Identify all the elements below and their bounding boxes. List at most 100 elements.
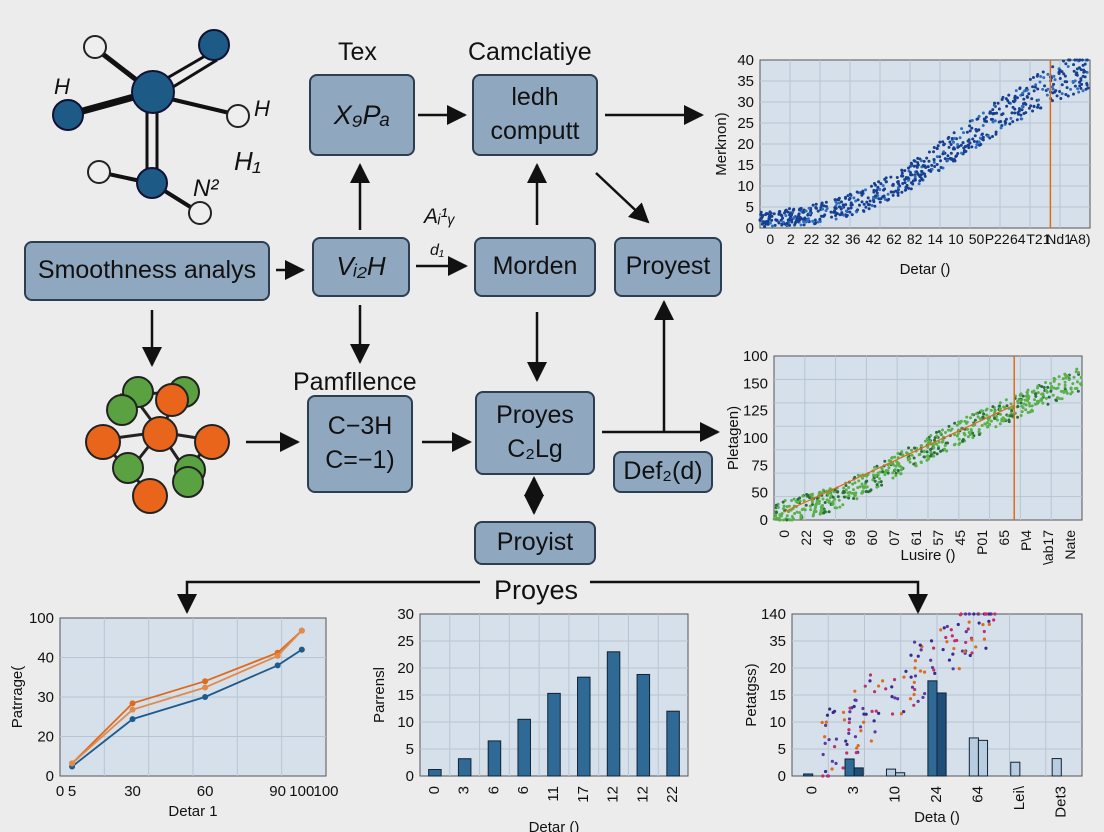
scatter-point [916,173,920,177]
scatter-point [971,436,975,440]
scatter-point [915,170,919,174]
scatter-point [847,731,851,735]
scatter-point [965,415,969,419]
scatter-point [768,221,772,225]
scatter-point [987,619,991,623]
scatter-point [953,639,957,643]
scatter-point [785,518,789,522]
scatter-point [918,669,923,673]
scatter-point [1073,84,1077,88]
scatter-point [973,134,977,138]
scatter-point [821,207,825,211]
scatter-point [920,449,924,453]
scatter-point [1005,104,1009,108]
scatter-point [856,208,860,212]
scatter-point [883,177,887,181]
scatter-point [922,455,926,459]
scatter-point [1050,99,1054,103]
scatter-point [891,471,895,475]
scatter-point [821,774,825,778]
y-tick-label: 5 [746,199,754,216]
x-tick-label: 100 [313,783,338,800]
scatter-point [889,190,893,194]
scatter-point [849,206,853,210]
scatter-point [1042,385,1046,389]
scatter-point [991,405,995,409]
scatter-point [891,193,895,197]
scatter-point [958,613,963,617]
scatter-point [797,212,801,216]
scatter-point [834,217,838,221]
scatter-point [1077,370,1081,374]
scatter-point [900,171,904,175]
scatter-point [1034,394,1038,398]
scatter-point [862,712,866,716]
scatter-point [1059,97,1063,101]
bar-secondary [895,772,906,777]
scatter-point [1029,104,1033,108]
scatter-point [929,447,933,451]
scatter-point [974,645,978,649]
scatter-point [902,675,906,679]
scatter-point [988,136,992,140]
scatter-point [1051,87,1055,91]
bar [885,768,897,777]
scatter-point [934,430,938,434]
scatter-point [1078,84,1082,88]
scatter-point [977,621,981,625]
scatter-point [793,512,797,516]
scatter-point [897,182,901,186]
scatter-point [912,164,916,168]
scatter-point [975,412,979,416]
scatter-point [955,434,959,438]
scatter-point [985,413,989,417]
scatter-point [1001,419,1005,423]
box-morden-text: Morden [492,252,578,281]
scatter-point [1001,95,1005,99]
scatter-point [1067,58,1071,62]
scatter-point [981,415,985,419]
scatter-point [970,412,974,416]
scatter-point [841,490,845,494]
scatter-point [835,201,839,205]
scatter-point [865,474,869,478]
scatter-point [854,751,858,755]
bar-secondary [936,692,947,777]
box-x9pa-text: X₉Pₐ [333,99,391,130]
scatter-point [981,111,985,115]
scatter-point [814,202,818,206]
x-tick-label: 22 [664,786,681,803]
scatter-point [1004,97,1008,101]
scatter-point [1015,96,1019,100]
scatter-point [778,518,782,522]
scatter-point [943,157,947,161]
scatter-point [1041,401,1045,405]
scatter-point [879,182,883,186]
scatter-point [870,709,874,713]
y-tick-label: 5 [778,741,786,758]
scatter-point [844,203,848,207]
scatter-point [850,491,854,495]
scatter-point [779,514,783,518]
scatter-point [886,471,890,475]
series-point-blue [129,716,136,723]
scatter-point [819,491,823,495]
scatter-point [926,456,930,460]
scatter-point [998,401,1002,405]
scatter-point [899,472,903,476]
scatter-point [833,506,837,510]
scatter-point [942,626,946,630]
scatter-point [1041,87,1045,91]
scatter-point [878,477,882,481]
scatter-point [798,496,802,500]
scatter-point [770,224,774,228]
scatter-point [1066,94,1070,98]
scatter-point [822,511,826,515]
scatter-point [981,123,985,127]
scatter-point [1003,405,1007,409]
y-tick-label: 0 [46,768,54,785]
scatter-point [916,161,920,165]
scatter-point [978,143,982,147]
scatter-point [913,659,918,663]
scatter-point [798,499,802,503]
